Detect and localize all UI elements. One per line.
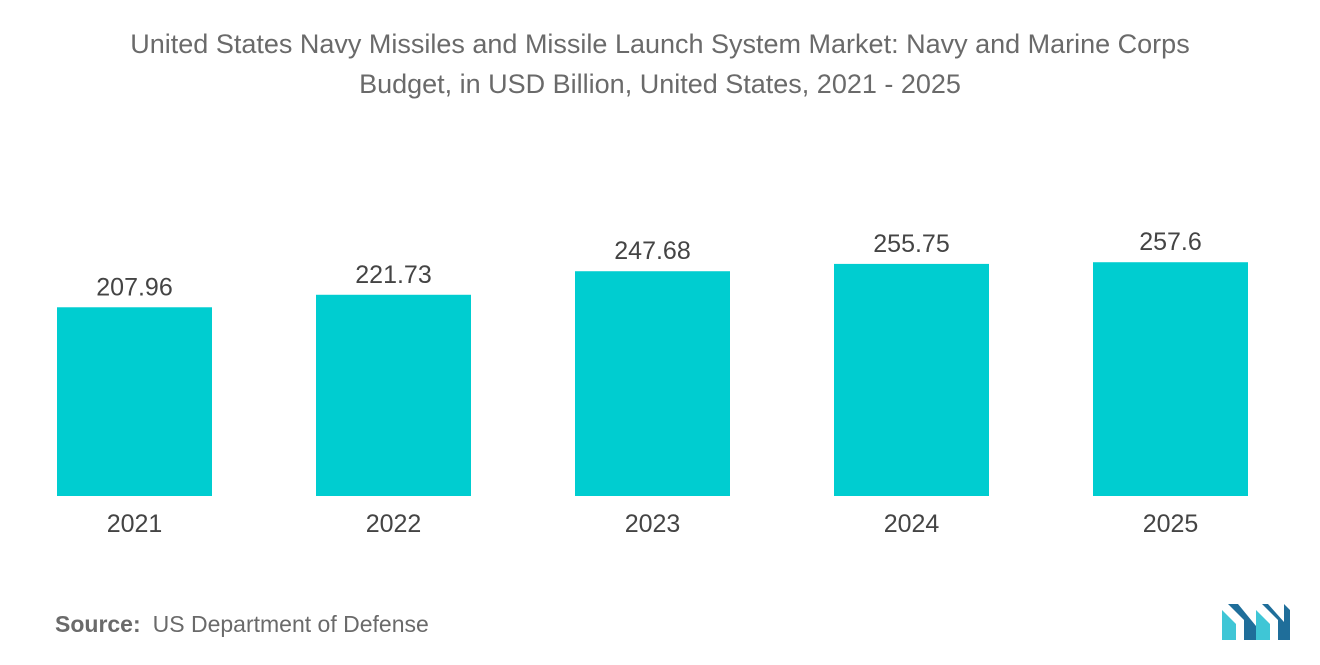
value-label-2024: 255.75 — [873, 230, 949, 258]
source-label: Source: — [55, 611, 141, 637]
bar-2022 — [316, 294, 471, 496]
bar-2023 — [575, 271, 730, 496]
bars-layer — [57, 262, 1248, 496]
mordor-intelligence-logo-icon — [1222, 604, 1290, 640]
value-label-2023: 247.68 — [614, 237, 690, 265]
chart-title-line-1: United States Navy Missiles and Missile … — [130, 29, 1190, 59]
bar-2024 — [834, 263, 989, 496]
category-label-2023: 2023 — [625, 510, 681, 538]
chart-title-line-2: Budget, in USD Billion, United States, 2… — [359, 69, 961, 99]
category-label-2021: 2021 — [107, 510, 163, 538]
source-text: US Department of Defense — [152, 611, 429, 637]
value-labels-layer: 207.96 221.73 247.68 255.75 257.6 — [96, 228, 1202, 301]
category-labels-layer: 2021 2022 2023 2024 2025 — [107, 510, 1199, 538]
chart-title: United States Navy Missiles and Missile … — [0, 24, 1320, 104]
value-label-2022: 221.73 — [355, 261, 431, 289]
category-label-2022: 2022 — [366, 510, 422, 538]
bar-2025 — [1093, 262, 1248, 496]
source-note: Source: US Department of Defense — [55, 611, 429, 638]
category-label-2024: 2024 — [884, 510, 940, 538]
category-label-2025: 2025 — [1143, 510, 1199, 538]
bar-2021 — [57, 307, 212, 496]
value-label-2025: 257.6 — [1139, 228, 1202, 256]
value-label-2021: 207.96 — [96, 273, 172, 301]
